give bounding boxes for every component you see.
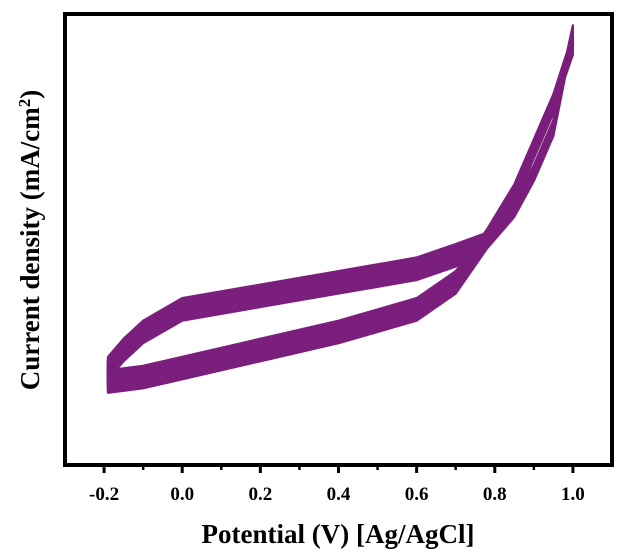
x-tick-label: 0.8 — [483, 484, 507, 505]
x-axis-tick-labels: -0.2 0.0 0.2 0.4 0.6 0.8 1.0 — [89, 484, 585, 505]
series-layer — [106, 24, 574, 394]
x-tick-label: 0.0 — [170, 484, 194, 505]
x-tick-label: 0.6 — [405, 484, 429, 505]
x-axis-ticks — [102, 465, 575, 473]
x-tick-label: 1.0 — [561, 484, 585, 505]
y-axis-title-sup: 2 — [15, 99, 34, 108]
x-tick-label: -0.2 — [89, 484, 119, 505]
x-axis-title: Potential (V) [Ag/AgCl] — [202, 519, 475, 549]
cv-cycle-24 — [106, 24, 574, 372]
x-tick-label: 0.2 — [248, 484, 272, 505]
plot-frame — [63, 12, 614, 467]
y-axis-title-main: Current density (mA/cm — [15, 107, 45, 390]
y-axis-title: Current density (mA/cm2) — [15, 90, 46, 390]
y-axis-title-close: ) — [15, 90, 45, 99]
x-tick-label: 0.4 — [327, 484, 351, 505]
